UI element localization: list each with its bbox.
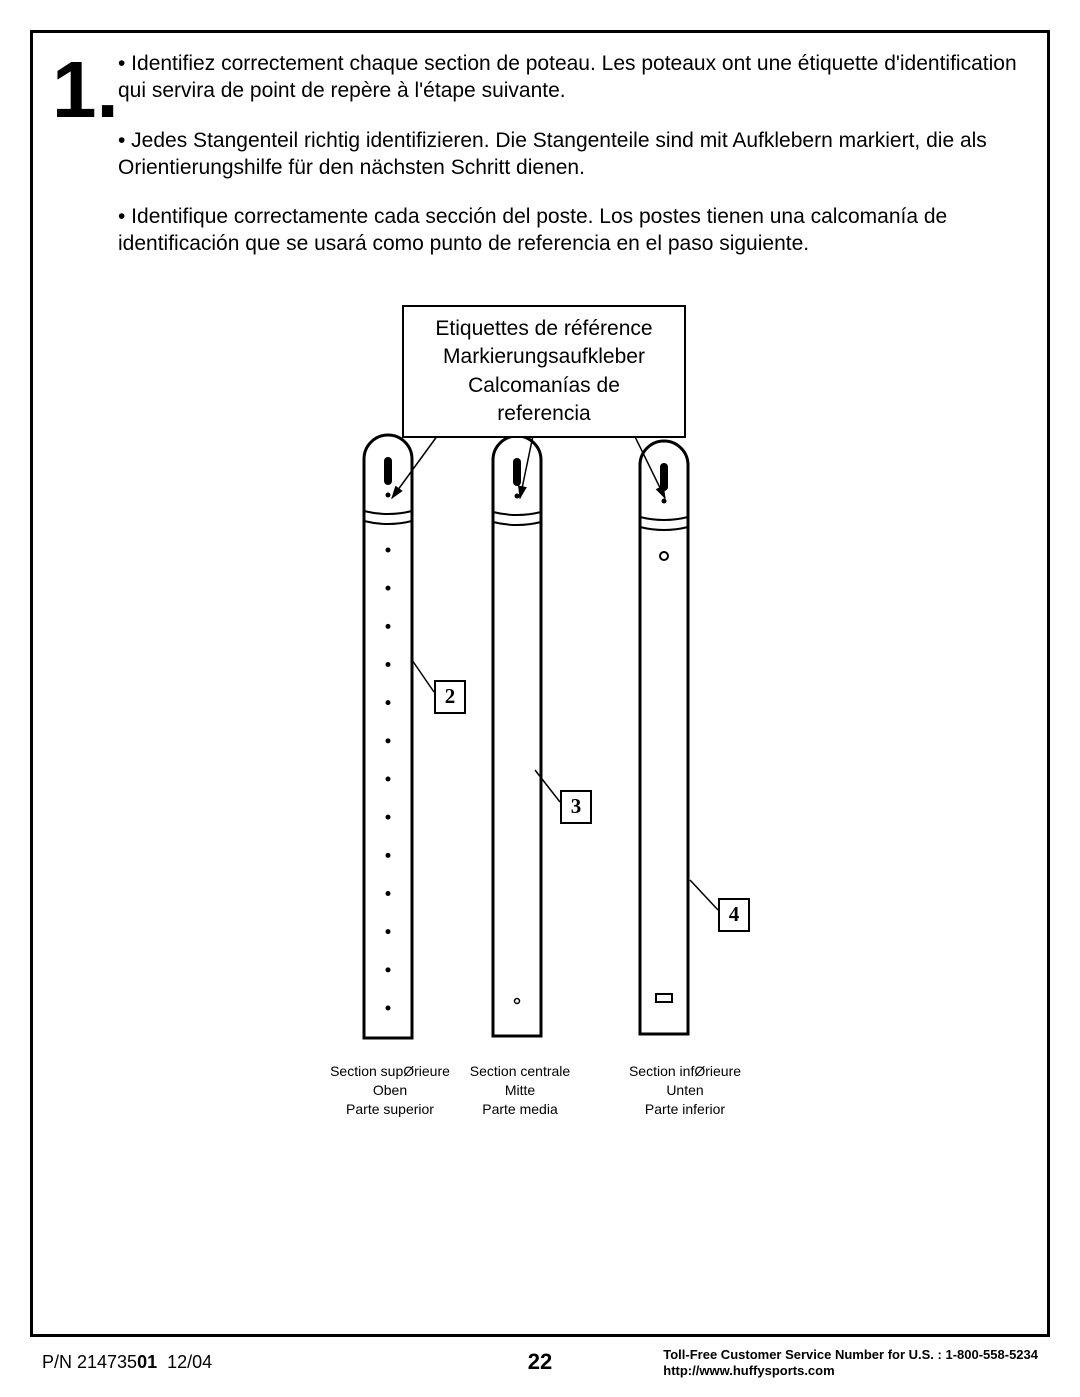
- pole-label-bottom-fr: Section infØrieure: [605, 1062, 765, 1081]
- pole-label-bottom: Section infØrieure Unten Parte inferior: [605, 1062, 765, 1119]
- pole-label-top-de: Oben: [310, 1081, 470, 1100]
- footer-contact: Toll-Free Customer Service Number for U.…: [663, 1347, 1038, 1380]
- pole-label-top-fr: Section supØrieure: [310, 1062, 470, 1081]
- footer-service-line: Toll-Free Customer Service Number for U.…: [663, 1347, 1038, 1363]
- pole-label-middle-de: Mitte: [460, 1081, 580, 1100]
- pole-number-4: 4: [718, 898, 750, 932]
- callout-fr: Etiquettes de référence: [420, 315, 668, 343]
- pole-label-bottom-es: Parte inferior: [605, 1100, 765, 1119]
- pole-label-middle-fr: Section centrale: [460, 1062, 580, 1081]
- pole-number-3: 3: [560, 790, 592, 824]
- pole-label-top-es: Parte superior: [310, 1100, 470, 1119]
- reference-decal-callout: Etiquettes de référence Markierungsaufkl…: [402, 305, 686, 438]
- pole-label-middle-es: Parte media: [460, 1100, 580, 1119]
- pole-label-top: Section supØrieure Oben Parte superior: [310, 1062, 470, 1119]
- callout-de: Markierungsaufkleber: [420, 343, 668, 371]
- pole-diagram: [0, 0, 1080, 1397]
- pole-label-bottom-de: Unten: [605, 1081, 765, 1100]
- pole-label-middle: Section centrale Mitte Parte media: [460, 1062, 580, 1119]
- pole-number-2: 2: [434, 680, 466, 714]
- manual-page: 1. • Identifiez correctement chaque sect…: [0, 0, 1080, 1397]
- footer-url: http://www.huffysports.com: [663, 1363, 1038, 1379]
- callout-es: Calcomanías de referencia: [420, 372, 668, 429]
